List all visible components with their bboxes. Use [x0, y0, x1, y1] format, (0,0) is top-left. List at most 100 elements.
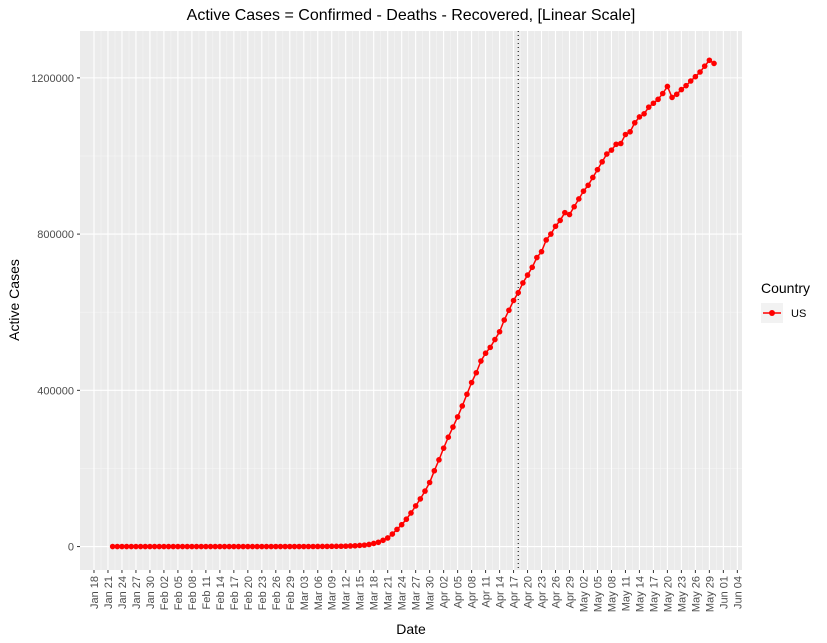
y-tick-label: 800000 [37, 229, 74, 241]
data-point [231, 543, 237, 550]
data-point [375, 539, 382, 546]
data-point [613, 141, 619, 148]
data-point [198, 543, 205, 550]
data-point [482, 350, 489, 357]
data-point [538, 248, 545, 255]
data-point [459, 403, 466, 409]
x-tick-label: Jan 27 [131, 576, 143, 609]
data-point [161, 543, 167, 550]
data-point [268, 543, 274, 550]
x-tick-label: Mar 03 [299, 576, 311, 610]
data-point [571, 203, 577, 210]
data-point [123, 543, 130, 550]
data-point [454, 414, 461, 420]
x-tick-label: May 14 [634, 576, 646, 612]
x-tick-label: Feb 05 [173, 576, 185, 610]
data-point [631, 119, 638, 126]
data-point [478, 358, 484, 364]
x-tick-label: Mar 15 [355, 576, 367, 610]
x-tick-label: Feb 26 [271, 576, 283, 610]
data-point [305, 543, 312, 550]
x-tick-label: Apr 05 [453, 576, 465, 608]
data-point [165, 543, 172, 550]
data-point [431, 467, 438, 474]
data-point [524, 272, 531, 278]
data-point [296, 543, 302, 550]
x-tick-label: Mar 09 [327, 576, 339, 610]
x-tick-label: Mar 30 [425, 576, 437, 610]
data-point [142, 543, 149, 550]
data-point [249, 543, 256, 550]
data-point [254, 543, 260, 550]
x-tick-label: May 26 [690, 576, 702, 612]
x-tick-label: Feb 11 [201, 576, 213, 609]
data-point [212, 543, 218, 550]
data-point [664, 83, 671, 90]
data-point [422, 488, 428, 494]
data-point [384, 535, 391, 541]
data-point [464, 391, 470, 398]
data-point [520, 280, 526, 286]
data-point [147, 543, 153, 550]
data-point [594, 166, 601, 173]
x-tick-label: Feb 02 [159, 576, 171, 610]
data-point [319, 543, 326, 550]
data-point [636, 114, 643, 120]
data-point [608, 147, 615, 153]
data-point [217, 543, 223, 550]
data-point [193, 543, 200, 550]
x-tick-label: May 08 [606, 576, 618, 612]
data-point [706, 57, 713, 64]
x-tick-label: Mar 06 [313, 576, 325, 610]
x-tick-label: Jan 30 [145, 576, 157, 609]
data-point [273, 543, 279, 550]
x-tick-label: Jun 04 [732, 576, 744, 609]
data-point [109, 543, 116, 550]
data-point [687, 78, 694, 84]
data-point [515, 289, 522, 296]
x-tick-label: Feb 23 [257, 576, 269, 610]
data-point [492, 336, 498, 343]
chart-title: Active Cases = Confirmed - Deaths - Reco… [187, 7, 636, 24]
data-point [468, 379, 475, 386]
data-point [473, 369, 480, 376]
data-point [347, 543, 354, 549]
data-point [450, 424, 456, 430]
data-point [562, 209, 568, 216]
data-point [286, 543, 293, 550]
data-point [314, 543, 321, 550]
data-point [189, 543, 195, 550]
plot-panel [80, 31, 742, 570]
legend-key-marker [769, 310, 775, 316]
data-point [599, 159, 605, 165]
data-point [604, 151, 610, 157]
x-tick-label: Feb 29 [285, 576, 297, 610]
data-point [501, 317, 508, 323]
data-point [137, 543, 144, 550]
data-point [673, 91, 680, 98]
data-point [380, 537, 386, 544]
x-tick-label: Apr 14 [495, 576, 507, 608]
data-point [156, 543, 163, 550]
x-tick-label: May 29 [704, 576, 716, 612]
data-point [366, 541, 372, 548]
data-point [445, 434, 452, 441]
data-point [557, 217, 563, 224]
data-point [412, 503, 419, 509]
x-tick-label: Apr 08 [467, 576, 479, 608]
data-point [506, 307, 512, 314]
data-point [324, 543, 330, 550]
data-point [659, 90, 666, 97]
x-tick-label: Jan 18 [89, 576, 101, 609]
data-point [389, 531, 396, 537]
grid-lines [80, 31, 742, 570]
x-tick-label: Feb 08 [187, 576, 199, 610]
y-tick-label: 400000 [37, 385, 74, 397]
x-tick-label: May 11 [620, 576, 632, 611]
data-point [361, 542, 368, 548]
data-point [711, 60, 717, 67]
x-tick-label: Apr 02 [439, 576, 451, 608]
data-point [151, 543, 158, 550]
